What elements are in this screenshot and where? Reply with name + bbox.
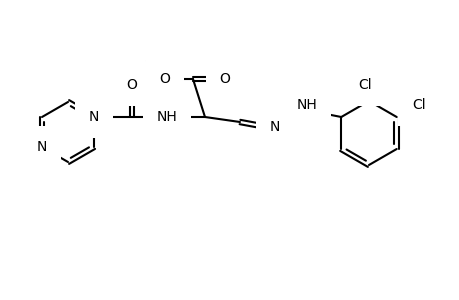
Text: O: O	[219, 72, 230, 86]
Text: NH: NH	[156, 110, 177, 124]
Text: N: N	[269, 120, 280, 134]
Text: NH: NH	[296, 98, 317, 112]
Text: N: N	[37, 140, 47, 154]
Text: O: O	[126, 78, 137, 92]
Text: N: N	[89, 110, 99, 124]
Text: Cl: Cl	[358, 78, 371, 92]
Text: Cl: Cl	[411, 98, 425, 112]
Text: O: O	[159, 72, 170, 86]
